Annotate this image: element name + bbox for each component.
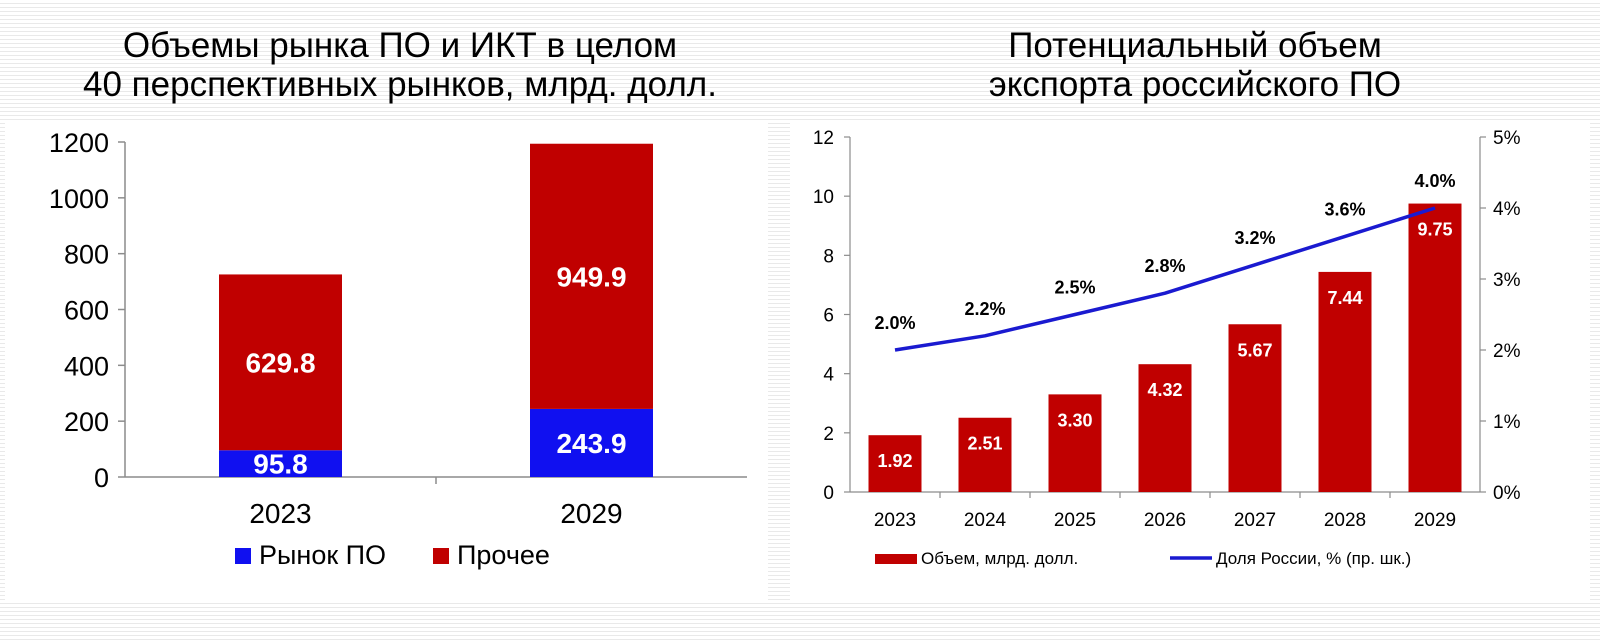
y2-tick-label: 3% (1493, 270, 1521, 291)
bar-segment-software (219, 450, 342, 477)
bar-volume (1408, 203, 1462, 492)
line-data-label: 2.5% (1054, 278, 1095, 298)
y2-tick-label: 0% (1493, 483, 1521, 504)
y-tick-label: 200 (64, 407, 109, 437)
bar-volume (868, 435, 922, 492)
left-chart-title-line-1: Объемы рынка ПО и ИКТ в целом (122, 26, 678, 65)
x-tick-label: 2024 (964, 510, 1007, 531)
bar-volume (1228, 324, 1282, 492)
legend-label: Рынок ПО (259, 540, 386, 570)
y-tick-label: 1200 (49, 128, 109, 158)
right-chart-title-line-1: Потенциальный объем (1008, 26, 1382, 65)
bar-volume (1318, 271, 1372, 492)
y-tick-label: 800 (64, 240, 109, 270)
line-data-label: 2.8% (1144, 256, 1185, 276)
left-chart-title-line-2: 40 перспективных рынков, млрд. долл. (83, 65, 717, 104)
data-label: 3.30 (1057, 410, 1092, 430)
y2-tick-label: 4% (1493, 199, 1521, 220)
right-chart-title: Потенциальный объем экспорта российского… (790, 26, 1600, 104)
y2-tick-label: 5% (1493, 128, 1521, 149)
x-tick-label: 2025 (1054, 510, 1096, 531)
bar-segment-other (530, 143, 653, 409)
y-tick-label: 4 (823, 365, 834, 386)
legend-label: Прочее (457, 540, 550, 570)
y-tick-label: 6 (823, 306, 834, 327)
line-data-label: 4.0% (1414, 171, 1455, 191)
x-tick-label: 2029 (1414, 510, 1456, 531)
x-tick-label: 2026 (1144, 510, 1186, 531)
y-tick-label: 0 (823, 483, 834, 504)
bar-segment-other (219, 274, 342, 451)
line-data-label: 2.2% (964, 299, 1005, 319)
share-line (894, 206, 1436, 352)
line-data-label: 3.6% (1324, 199, 1365, 219)
left-chart-title: Объемы рынка ПО и ИКТ в целом 40 перспек… (0, 26, 800, 104)
data-label: 243.9 (556, 428, 626, 459)
data-label: 4.32 (1147, 380, 1182, 400)
bar-volume (1048, 394, 1102, 492)
right-chart-title-line-2: экспорта российского ПО (988, 65, 1402, 104)
x-tick-label: 2027 (1234, 510, 1276, 531)
line-data-label: 3.2% (1234, 228, 1275, 248)
y-tick-label: 600 (64, 296, 109, 326)
data-label: 2.51 (967, 434, 1002, 454)
data-label: 1.92 (877, 451, 912, 471)
y-tick-label: 12 (813, 128, 834, 149)
y2-tick-label: 1% (1493, 412, 1521, 433)
data-label: 629.8 (245, 347, 315, 378)
data-label: 95.8 (253, 449, 308, 480)
legend-label: Объем, млрд. долл. (921, 549, 1078, 568)
bar-segment-software (530, 408, 653, 477)
x-tick-label: 2029 (560, 498, 622, 529)
stacked-bar-chart: 0 200 400 600 800 1000 1200 2023 95.8 629.8 2029 24… (49, 128, 747, 570)
y-tick-label: 0 (94, 463, 109, 493)
left-chart-panel: 0 200 400 600 800 1000 1200 2023 95.8 629.8 2029 24… (5, 120, 768, 600)
y-tick-label: 2 (823, 424, 834, 445)
bar-volume (958, 417, 1012, 492)
x-tick-label: 2023 (874, 510, 916, 531)
x-tick-label: 2028 (1324, 510, 1366, 531)
x-tick-label: 2023 (249, 498, 311, 529)
data-label: 7.44 (1327, 288, 1362, 308)
y-tick-label: 400 (64, 351, 109, 381)
y-tick-label: 8 (823, 246, 834, 267)
line-data-label: 2.0% (874, 313, 915, 333)
y-tick-label: 10 (813, 187, 834, 208)
y-tick-label: 1000 (49, 184, 109, 214)
legend-swatch-volume (875, 554, 917, 564)
right-chart-panel: 0 2 4 6 8 10 12 0% 1% 2% 3% 4% 5% 2023 1.92 2024 2.51 202… (790, 120, 1590, 600)
y2-tick-label: 2% (1493, 341, 1521, 362)
legend-swatch-other (433, 548, 449, 564)
data-label: 9.75 (1417, 220, 1452, 240)
data-label: 5.67 (1237, 340, 1272, 360)
data-label: 949.9 (556, 261, 626, 292)
combo-bar-line-chart: 0 2 4 6 8 10 12 0% 1% 2% 3% 4% 5% 2023 1.92 2024 2.51 202… (813, 128, 1521, 568)
legend-label: Доля России, % (пр. шк.) (1216, 549, 1411, 568)
legend-swatch-software (235, 548, 251, 564)
bar-volume (1138, 364, 1192, 492)
